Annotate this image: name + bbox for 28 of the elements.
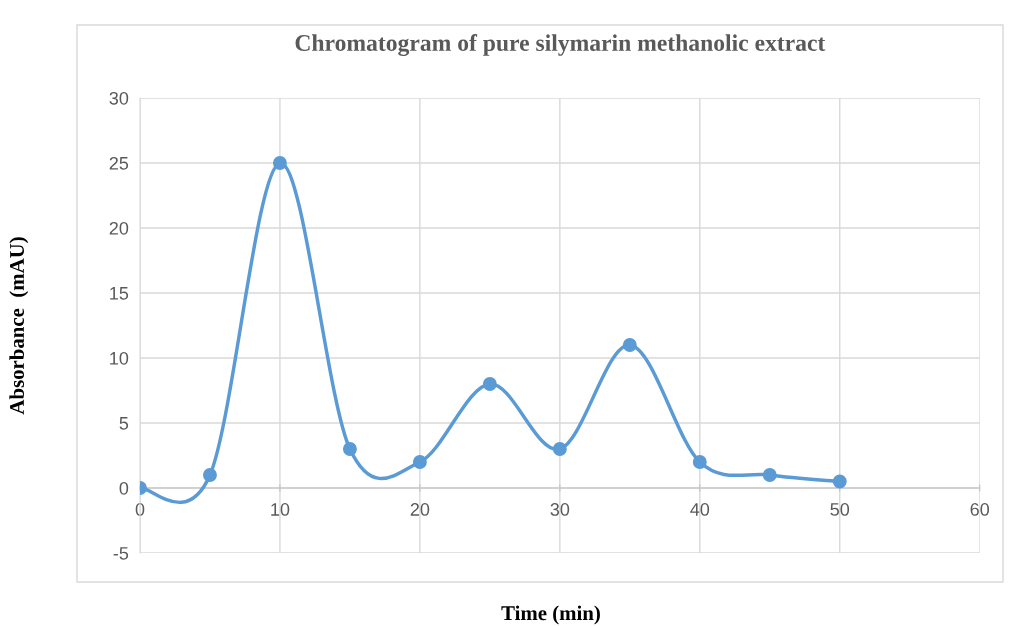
- y-tick-label: 0: [119, 481, 129, 495]
- chart-title: Chromatogram of pure silymarin methanolic extract: [295, 34, 826, 56]
- x-tick-label: 10: [271, 503, 290, 516]
- x-tick-label: 60: [970, 503, 990, 516]
- y-tick-label: -5: [113, 547, 129, 560]
- y-axis-title: Absorbance (mAU): [9, 237, 29, 415]
- point: [272, 156, 287, 170]
- x-axis-title: Time (min): [501, 605, 600, 625]
- y-tick-label: 30: [109, 91, 129, 105]
- point: [832, 474, 847, 489]
- point: [762, 468, 777, 482]
- y-tick-label: 25: [109, 156, 129, 170]
- point: [482, 377, 497, 391]
- point: [552, 442, 567, 456]
- point: [412, 455, 427, 469]
- y-tick-label: 5: [119, 417, 129, 430]
- point: [203, 468, 217, 482]
- point: [342, 442, 357, 456]
- x-tick-label: 40: [690, 503, 710, 516]
- y-tick-label: 10: [110, 351, 129, 365]
- x-tick-label: 30: [550, 503, 570, 516]
- point: [622, 338, 637, 352]
- point: [692, 455, 707, 469]
- x-tick-label: 50: [830, 503, 850, 516]
- y-tick-label: 20: [109, 221, 129, 235]
- y-tick-label: 15: [110, 287, 129, 300]
- x-tick-label: 20: [410, 503, 430, 516]
- x-tick-label: 0: [135, 503, 145, 516]
